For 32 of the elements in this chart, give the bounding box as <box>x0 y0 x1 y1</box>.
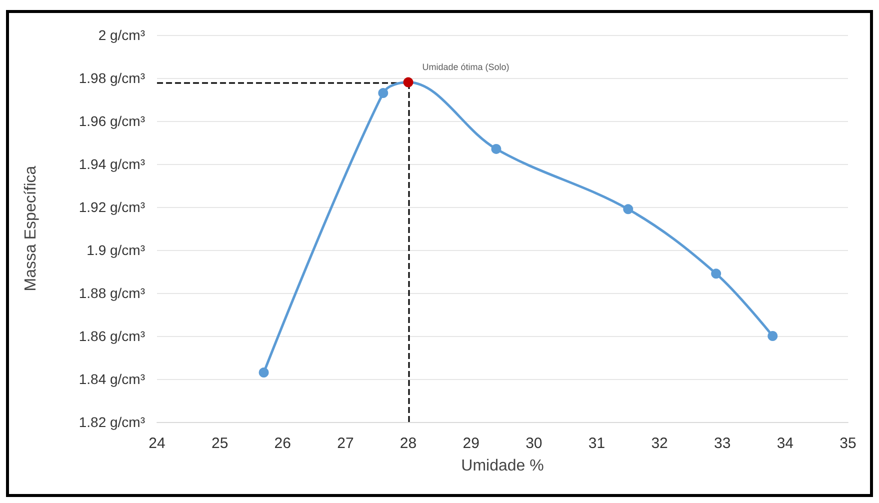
y-tick-label: 1.94 g/cm³ <box>78 156 146 172</box>
x-tick-label: 28 <box>400 435 417 452</box>
x-tick-label: 29 <box>462 435 480 452</box>
point <box>623 204 634 214</box>
y-tick-label: 2 g/cm³ <box>98 27 146 43</box>
point <box>378 88 388 98</box>
point <box>491 144 502 154</box>
x-axis-title: Umidade % <box>461 458 544 474</box>
y-tick-label: 1.9 g/cm³ <box>86 242 146 258</box>
point <box>768 331 778 341</box>
x-tick-label: 32 <box>651 435 668 452</box>
x-tick-label: 24 <box>148 435 166 452</box>
x-tick-label: 33 <box>714 435 731 452</box>
y-axis-title: Massa Específica <box>22 166 40 292</box>
point <box>403 77 414 88</box>
x-tick-label: 35 <box>840 435 856 452</box>
x-tick-label: 25 <box>211 435 228 452</box>
y-tick-label: 1.98 g/cm³ <box>78 70 146 86</box>
x-tick-label: 34 <box>776 435 794 452</box>
point <box>711 268 722 279</box>
x-tick-label: 30 <box>526 435 542 452</box>
y-tick-label: 1.92 g/cm³ <box>78 199 146 215</box>
x-tick-label: 27 <box>337 435 354 452</box>
y-tick-label: 1.82 g/cm³ <box>78 414 146 430</box>
x-tick-label: 26 <box>274 435 291 452</box>
y-tick-label: 1.84 g/cm³ <box>78 371 146 387</box>
y-tick-label: 1.96 g/cm³ <box>78 113 146 129</box>
annotation: Umidade ótima (Solo) <box>422 62 510 72</box>
y-tick-label: 1.88 g/cm³ <box>78 285 146 301</box>
y-tick-label: 1.86 g/cm³ <box>78 328 146 344</box>
point <box>258 368 269 378</box>
x-tick-label: 31 <box>588 435 606 452</box>
